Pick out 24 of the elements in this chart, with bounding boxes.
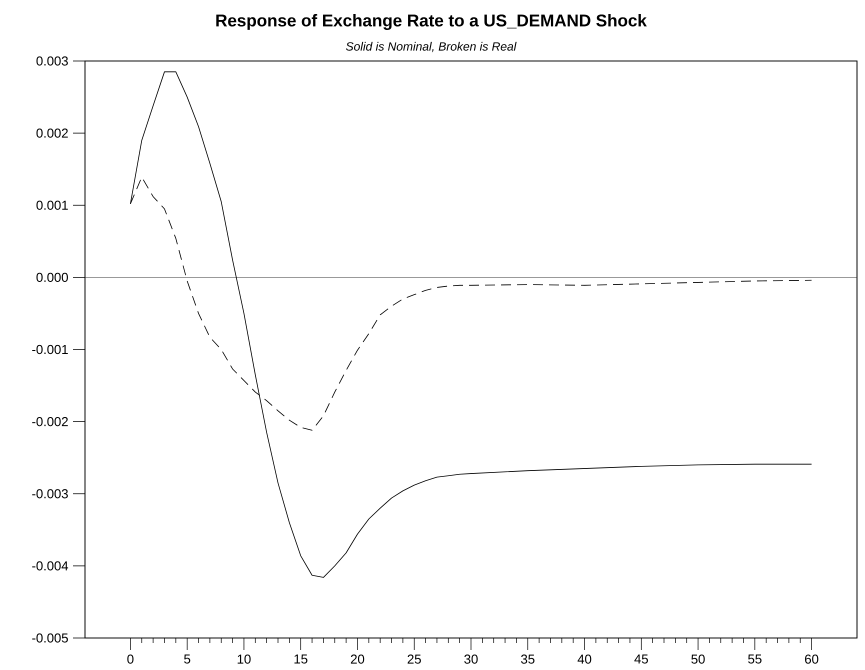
y-tick-label: -0.003 bbox=[32, 489, 68, 498]
y-tick-label: -0.002 bbox=[32, 417, 68, 426]
y-tick-label: 0.000 bbox=[36, 272, 68, 282]
y-tick-label: -0.001 bbox=[32, 344, 68, 354]
x-tick-label: 15 bbox=[294, 654, 308, 664]
y-tick-label: -0.005 bbox=[32, 633, 68, 643]
x-tick-label: 40 bbox=[578, 654, 592, 664]
x-tick-label: 10 bbox=[238, 654, 251, 664]
x-tick-label: 0 bbox=[127, 654, 134, 664]
chart-subtitle: Solid is Nominal, Broken is Real bbox=[346, 42, 517, 52]
x-tick-label: 55 bbox=[748, 654, 762, 664]
x-tick-label: 45 bbox=[634, 654, 648, 664]
x-tick-label: 60 bbox=[805, 654, 818, 664]
y-tick-label: 0.002 bbox=[36, 128, 68, 138]
chart-title: Response of Exchange Rate to a US_DEMAND Shock bbox=[216, 14, 647, 30]
y-tick-label: 0.003 bbox=[36, 56, 68, 66]
x-tick-label: 35 bbox=[521, 654, 534, 664]
x-tick-label: 25 bbox=[408, 654, 421, 664]
x-tick-label: 50 bbox=[691, 654, 705, 664]
y-tick-label: -0.004 bbox=[32, 561, 68, 570]
x-tick-label: 30 bbox=[464, 654, 478, 664]
x-tick-label: 20 bbox=[350, 654, 364, 664]
y-tick-label: 0.001 bbox=[36, 200, 68, 210]
x-tick-label: 5 bbox=[184, 654, 190, 664]
